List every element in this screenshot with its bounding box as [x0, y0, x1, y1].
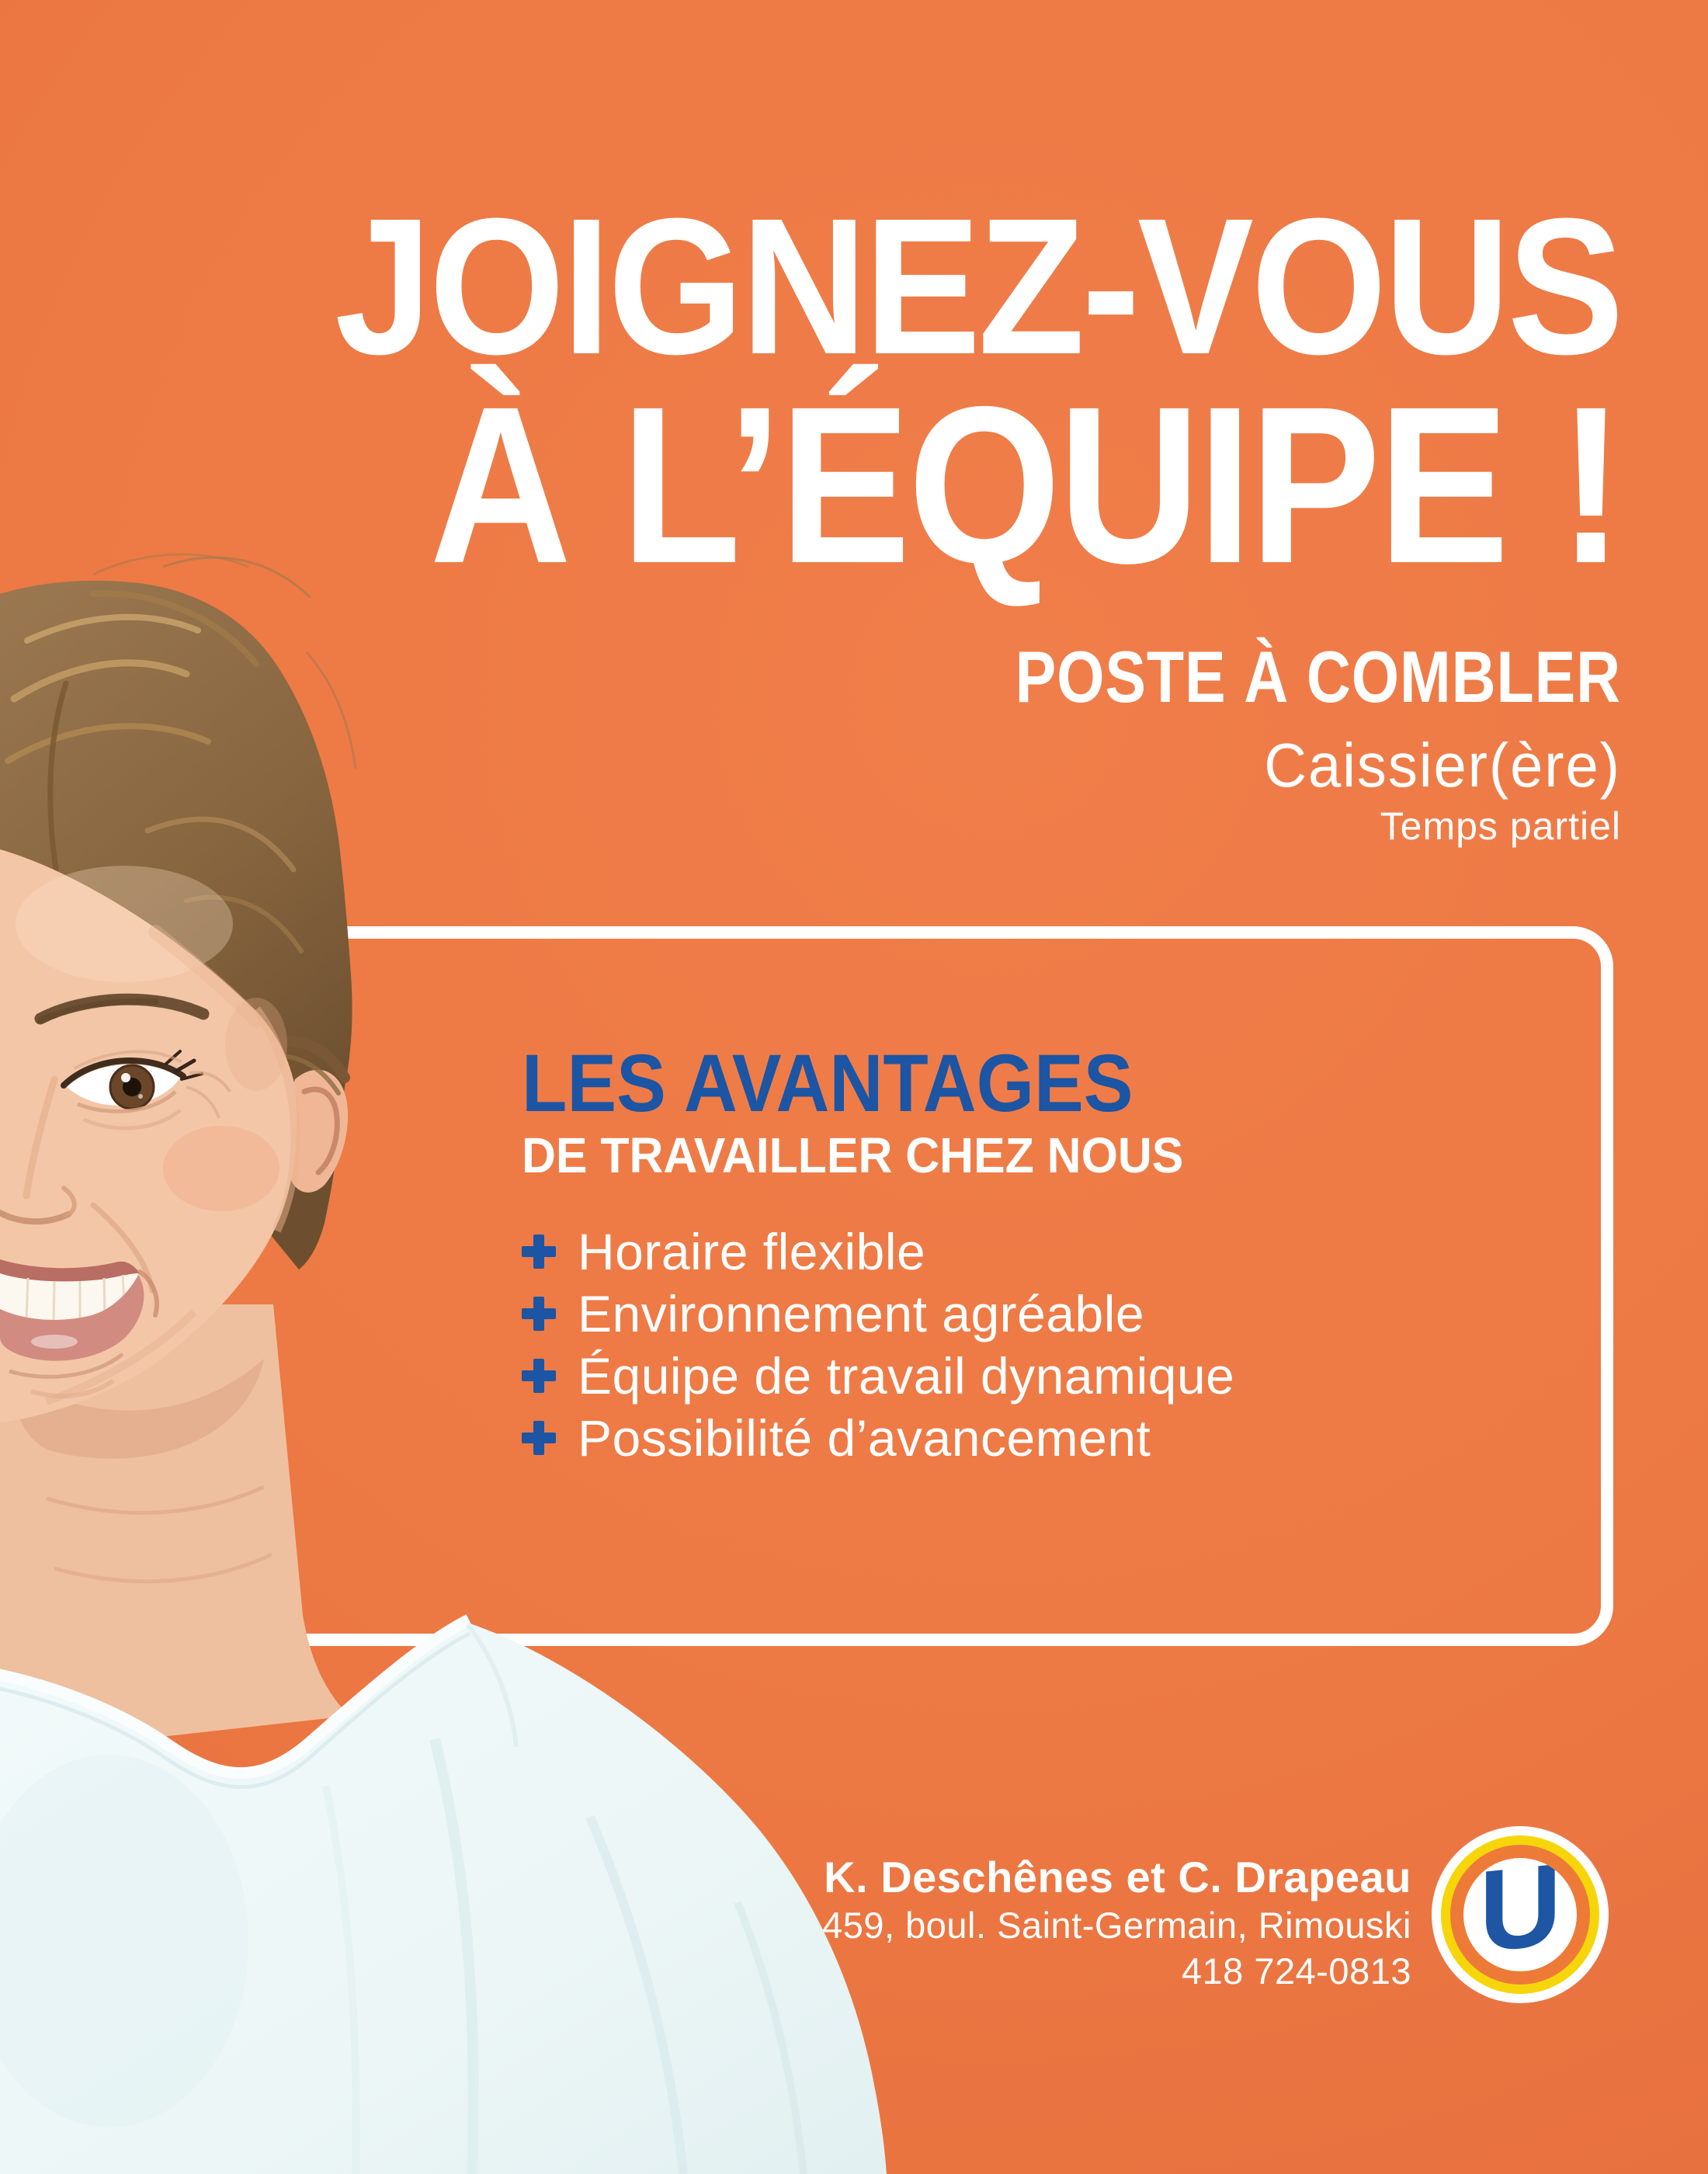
benefits-list: Horaire flexible Environnement agréable …: [522, 1221, 1234, 1469]
title-line-1: JOIGNEZ-VOUS: [334, 178, 1624, 394]
benefit-label: Environnement agréable: [578, 1285, 1145, 1342]
plus-icon: [522, 1359, 556, 1393]
benefits-panel: LES AVANTAGES DE TRAVAILLER CHEZ NOUS Ho…: [186, 926, 1613, 1646]
benefit-label: Horaire flexible: [578, 1223, 926, 1280]
title-line-2: À L’ÉQUIPE !: [429, 360, 1623, 610]
contact-block: K. Deschênes et C. Drapeau 459, boul. Sa…: [822, 1853, 1411, 1992]
list-item: Équipe de travail dynamique: [522, 1345, 1234, 1407]
upper-lip: [0, 1259, 140, 1283]
list-item: Possibilité d’avancement: [522, 1407, 1234, 1469]
logo-u-letter: U: [1478, 1858, 1562, 1971]
position-label: POSTE À COMBLER: [1015, 636, 1621, 717]
logo-orange-ring: U: [1450, 1845, 1590, 1985]
logo-inner-disc: U: [1463, 1858, 1577, 1971]
store-address: 459, boul. Saint-Germain, Rimouski: [822, 1905, 1411, 1946]
plus-icon: [522, 1297, 556, 1331]
nose: [23, 1075, 58, 1200]
benefit-label: Équipe de travail dynamique: [578, 1347, 1235, 1405]
plus-icon: [522, 1421, 556, 1455]
logo-yellow-ring: U: [1441, 1835, 1599, 1994]
benefits-subheading: DE TRAVAILLER CHEZ NOUS: [522, 1127, 1184, 1183]
hair: [0, 580, 352, 1269]
benefits-heading: LES AVANTAGES: [522, 1038, 1133, 1129]
list-item: Horaire flexible: [522, 1221, 1234, 1283]
smiling-woman-photo: [0, 553, 887, 2174]
lower-lip: [0, 1275, 144, 1361]
job-title: Caissier(ère): [1264, 731, 1621, 800]
store-owners: K. Deschênes et C. Drapeau: [824, 1853, 1411, 1901]
list-item: Environnement agréable: [522, 1283, 1234, 1345]
store-logo: U: [1432, 1826, 1609, 2003]
store-phone: 418 724-0813: [1181, 1950, 1411, 1992]
benefit-label: Possibilité d’avancement: [578, 1409, 1151, 1467]
plus-icon: [522, 1235, 556, 1269]
job-type: Temps partiel: [1380, 804, 1621, 848]
